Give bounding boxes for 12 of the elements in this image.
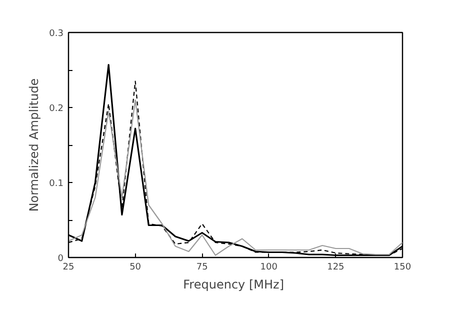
y-tick-label: 0.3	[49, 29, 64, 39]
y-tick-label: 0.2	[49, 104, 64, 114]
y-axis-title: Normalized Amplitude	[27, 78, 42, 212]
x-tick-label: 50	[130, 262, 142, 272]
y-tick-label: 0.1	[49, 179, 64, 189]
x-axis-title: Frequency [MHz]	[183, 278, 284, 292]
x-tick-label: 75	[196, 262, 208, 272]
x-tick-label: 25	[62, 262, 74, 272]
y-tick-label: 0	[58, 254, 64, 264]
x-tick-label: 150	[394, 262, 412, 272]
x-tick-label: 125	[327, 262, 344, 272]
x-tick-label: 100	[260, 262, 278, 272]
